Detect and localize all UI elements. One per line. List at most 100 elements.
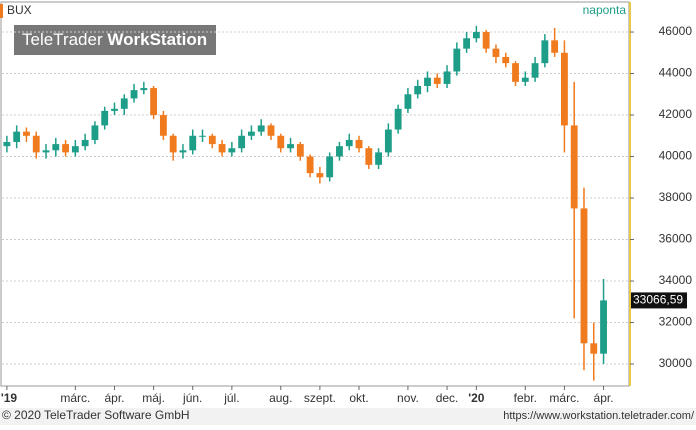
candle-body (541, 40, 549, 64)
period: naponta (583, 3, 627, 17)
x-tick-label: '20 (468, 391, 485, 405)
candle-body (463, 38, 471, 49)
candle-body (13, 131, 21, 143)
candle-body (560, 52, 568, 126)
x-tick-label: máj. (142, 391, 165, 405)
candle-body (71, 146, 79, 153)
candle-body (580, 208, 588, 344)
candle-body (257, 125, 265, 132)
x-tick-label: ápr. (594, 391, 614, 405)
copyright: © 2020 TeleTrader Software GmbH (2, 408, 190, 422)
candle-body (414, 85, 422, 95)
candle-body (42, 150, 50, 153)
x-tick-label: ápr. (104, 391, 124, 405)
candle-body (326, 156, 334, 178)
last-value-label: 33066,59 (633, 293, 683, 307)
candle-body (218, 144, 226, 153)
x-tick-label: nov. (397, 391, 419, 405)
x-tick-label: okt. (349, 391, 368, 405)
candle-body (306, 156, 314, 174)
candle-body (394, 108, 402, 130)
logo: TeleTrader WorkStation (22, 30, 207, 49)
series-marker (0, 4, 3, 18)
y-tick-label: 30000 (659, 356, 693, 370)
candle-body (91, 125, 99, 140)
candle-body (531, 63, 539, 78)
candle-body (482, 32, 490, 49)
candle-body (453, 48, 461, 72)
y-tick-label: 46000 (659, 24, 693, 38)
candle-body (32, 135, 40, 153)
candle-body (238, 135, 246, 149)
y-tick-label: 32000 (659, 315, 693, 329)
candle-body (81, 139, 89, 147)
candle-body (23, 131, 30, 136)
candle-body (472, 32, 480, 39)
x-tick-label: jún. (182, 391, 202, 405)
logo-light: TeleTrader (22, 30, 103, 49)
candle-body (384, 129, 392, 153)
logo-bold: WorkStation (107, 30, 207, 49)
footer-bar (0, 408, 696, 425)
candle-body (140, 88, 148, 91)
candle-body (199, 135, 206, 137)
candle-body (551, 40, 559, 53)
candle-body (179, 150, 187, 153)
x-tick-label: márc. (60, 391, 90, 405)
y-tick-label: 42000 (659, 107, 693, 121)
candle-body (492, 48, 500, 57)
x-tick-label: febr. (514, 391, 537, 405)
candle-body (130, 90, 138, 99)
candle-body (433, 77, 441, 84)
x-tick-label: aug. (269, 391, 292, 405)
y-tick-label: 40000 (659, 149, 693, 163)
candle-body (336, 146, 343, 157)
candle-body (247, 131, 255, 136)
candle-body (404, 94, 412, 109)
candle-body (111, 108, 118, 111)
candle-body (62, 144, 70, 153)
y-tick-label: 36000 (659, 232, 693, 246)
candle-body (570, 125, 578, 209)
candle-body (120, 98, 128, 109)
candle-body (3, 142, 11, 147)
candle-body (355, 139, 363, 149)
candle-body (150, 88, 158, 116)
url: https://www.workstation.teletrader.com/ (503, 410, 695, 422)
candle-body (277, 135, 285, 149)
candle-body (296, 144, 304, 157)
candle-body (424, 77, 431, 86)
x-tick-label: júl. (223, 391, 239, 405)
logo-box (14, 25, 216, 55)
x-tick-label: '19 (1, 391, 18, 405)
candle-body (208, 135, 216, 145)
candle-body (443, 71, 451, 84)
candle-body (316, 173, 324, 178)
candle-body (267, 125, 275, 136)
candle-body (521, 77, 529, 82)
candle-body (189, 135, 197, 151)
candle-body (228, 148, 236, 153)
candle-body (600, 300, 607, 354)
candle-body (159, 115, 167, 136)
candle-body (287, 144, 294, 149)
candle-body (512, 63, 519, 82)
candle-body (365, 148, 373, 165)
x-tick-label: márc. (549, 391, 579, 405)
y-tick-label: 34000 (659, 273, 693, 287)
last-value-box (631, 292, 687, 309)
chart-title: BUX (7, 3, 32, 17)
candle-body (590, 343, 598, 354)
y-tick-label: 44000 (659, 66, 693, 80)
candle-body (169, 135, 177, 153)
candle-body (52, 144, 60, 151)
candle-body (502, 56, 510, 64)
candle-body (101, 110, 109, 126)
x-tick-label: dec. (436, 391, 459, 405)
x-tick-label: szept. (304, 391, 336, 405)
candle-body (375, 152, 383, 165)
candle-body (345, 139, 353, 147)
y-tick-label: 38000 (659, 190, 693, 204)
